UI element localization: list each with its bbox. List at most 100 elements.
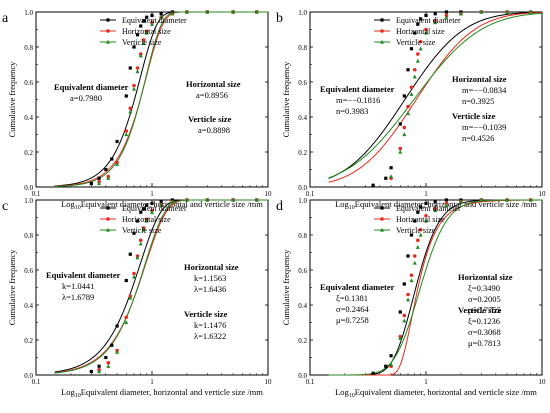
panel-label: b — [276, 11, 283, 26]
annotation-param: m=−−0.1039 — [462, 122, 506, 132]
data-point — [150, 13, 154, 18]
annotation-param: σ=0.2005 — [468, 294, 501, 304]
y-axis-label: Cumulative frequency — [7, 249, 17, 326]
data-point — [139, 24, 143, 28]
data-point — [398, 336, 403, 340]
y-axis-label: Cumulative frequency — [281, 249, 291, 326]
data-point — [406, 297, 411, 302]
legend: Equivalent diameter Horizontal size Vertic… — [374, 204, 461, 235]
annotation-param: n=0.4526 — [462, 133, 494, 143]
data-point — [433, 12, 437, 16]
data-point — [132, 86, 137, 91]
legend-label: Verticle size — [396, 226, 436, 235]
annotation-param: m=−−0.0834 — [462, 85, 507, 95]
data-point — [424, 30, 428, 35]
x-tick-label: 10 — [539, 378, 547, 386]
data-point — [132, 274, 137, 279]
data-point — [424, 27, 428, 32]
x-tick-label: 10 — [539, 190, 547, 198]
data-point — [418, 227, 423, 232]
data-point — [124, 320, 129, 325]
legend-marker — [380, 227, 384, 232]
legend-label: Equivalent diameter — [396, 16, 461, 25]
y-tick-label: 0.0 — [298, 372, 307, 380]
y-tick-label: 0.6 — [24, 267, 33, 275]
data-point — [115, 139, 119, 144]
x-tick-label: 10 — [265, 190, 273, 198]
data-point — [398, 122, 402, 126]
annotation-param: μ=0.7755 — [468, 305, 501, 315]
x-tick-label: 1 — [150, 190, 154, 198]
data-point — [458, 199, 463, 204]
legend-label: Verticle size — [396, 38, 436, 47]
annotation-title: Verticle size — [184, 309, 228, 319]
data-point — [398, 146, 403, 151]
data-point — [413, 219, 417, 223]
legend-marker — [106, 227, 110, 232]
legend-marker — [380, 39, 384, 44]
data-point — [97, 364, 101, 368]
data-point — [389, 354, 393, 358]
data-point — [144, 218, 149, 223]
data-point — [402, 125, 407, 130]
data-point — [115, 162, 120, 166]
legend-label: Equivalent diameter — [396, 204, 461, 213]
data-point — [402, 282, 406, 286]
y-tick-label: 0.0 — [24, 184, 33, 192]
data-point — [416, 238, 420, 243]
data-point — [144, 30, 149, 35]
data-point — [424, 201, 428, 206]
legend-marker — [106, 18, 110, 22]
data-point — [416, 52, 420, 56]
data-point — [124, 315, 129, 320]
data-point — [419, 17, 423, 21]
data-point — [418, 46, 423, 51]
data-point — [406, 254, 410, 258]
data-point — [106, 360, 111, 365]
panel-d: d 0.0 0.2 0.4 0.6 0.8 1.0 0.1 1 10 Cumulative freq… — [276, 197, 546, 399]
legend-marker — [106, 217, 110, 221]
panel-c: c 0.0 0.2 0.4 0.6 0.8 1.0 0.1 1 10 Cumulative freq… — [2, 197, 272, 399]
data-point — [406, 292, 410, 297]
data-point — [138, 53, 143, 58]
y-tick-label: 0.0 — [298, 184, 307, 192]
data-point — [418, 232, 423, 237]
data-point — [444, 15, 449, 19]
data-point — [409, 273, 414, 278]
y-tick-label: 0.4 — [24, 302, 33, 310]
data-point — [159, 200, 163, 204]
data-point — [97, 176, 101, 180]
x-tick-label: 1 — [150, 378, 154, 386]
legend-label: Verticle size — [122, 38, 162, 47]
data-point — [135, 69, 140, 74]
data-point — [458, 11, 463, 16]
y-tick-label: 0.2 — [298, 337, 307, 345]
data-point — [398, 310, 402, 314]
legend: Equivalent diameter Horizontal size Vertic… — [100, 16, 187, 47]
fit-curve-3 — [328, 12, 543, 179]
annotation-param: μ=0.7258 — [336, 315, 369, 325]
y-tick-label: 0.8 — [298, 44, 307, 52]
data-point — [150, 22, 154, 26]
annotation-title: Verticle size — [458, 305, 502, 315]
annotation-title: Horizontal size — [458, 272, 513, 282]
data-point — [415, 58, 420, 63]
data-point — [159, 15, 164, 19]
data-point — [409, 278, 414, 283]
annotation-param: k=1.0441 — [62, 281, 94, 291]
x-axis-label: Log10Equivalent diameter, horizontal and… — [335, 387, 537, 399]
y-tick-label: 0.4 — [298, 114, 307, 122]
data-point — [132, 45, 136, 49]
annotation-param: m=−−0.1816 — [336, 95, 380, 105]
y-tick-label: 0.4 — [24, 114, 33, 122]
y-tick-label: 0.8 — [24, 232, 33, 240]
data-point — [418, 39, 423, 44]
annotation-title: Verticle size — [188, 114, 232, 124]
annotation-title: Horizontal size — [184, 262, 239, 272]
data-point — [106, 364, 111, 368]
